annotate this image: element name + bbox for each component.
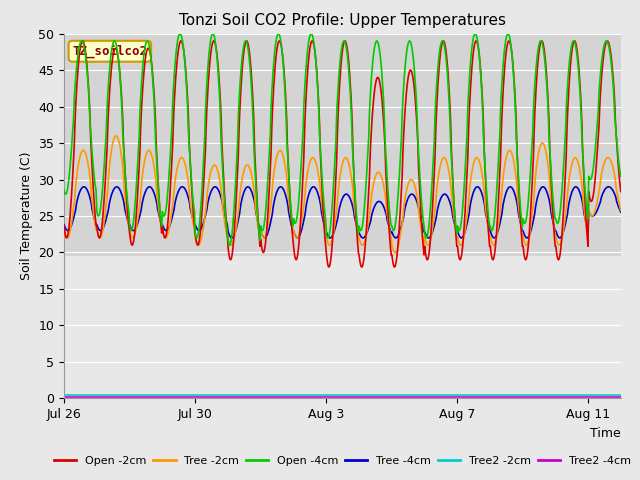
Y-axis label: Soil Temperature (C): Soil Temperature (C) xyxy=(20,152,33,280)
Bar xyxy=(64,34,621,256)
Title: Tonzi Soil CO2 Profile: Upper Temperatures: Tonzi Soil CO2 Profile: Upper Temperatur… xyxy=(179,13,506,28)
Legend: Open -2cm, Tree -2cm, Open -4cm, Tree -4cm, Tree2 -2cm, Tree2 -4cm: Open -2cm, Tree -2cm, Open -4cm, Tree -4… xyxy=(50,451,635,470)
X-axis label: Time: Time xyxy=(590,427,621,440)
Text: TZ_soilco2: TZ_soilco2 xyxy=(72,45,147,58)
